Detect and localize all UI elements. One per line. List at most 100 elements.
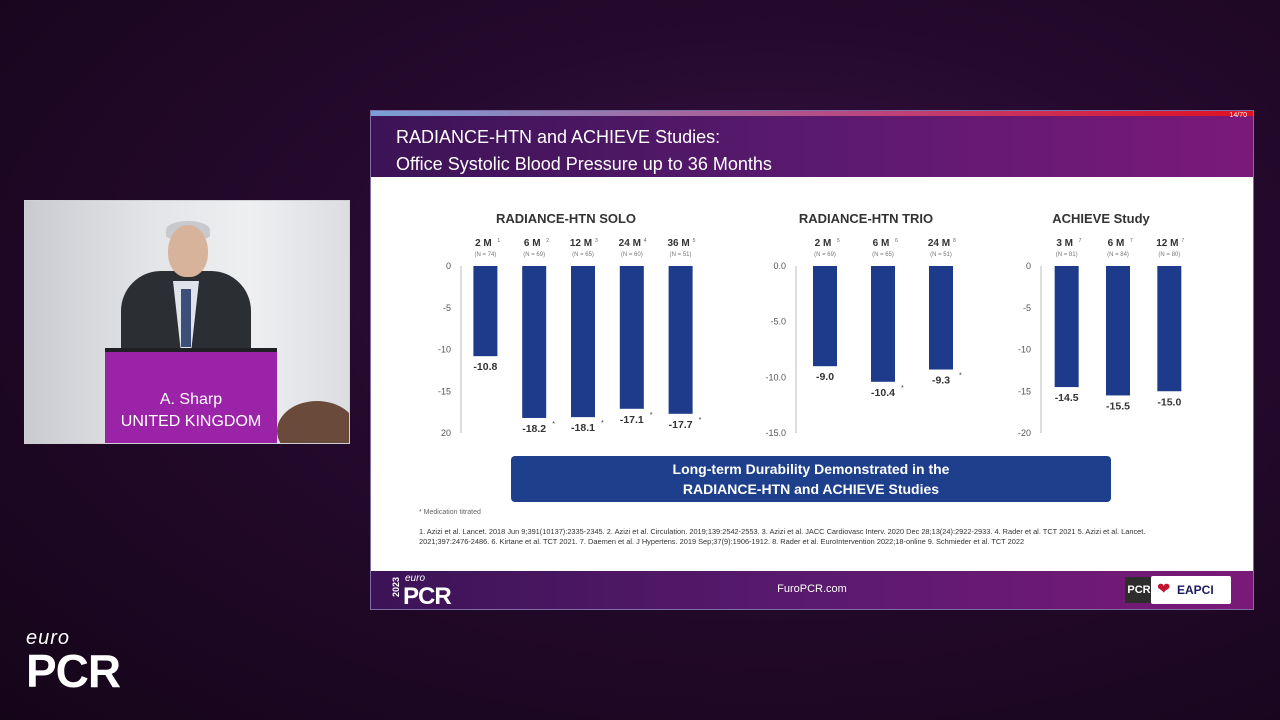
y-tick-label: -15 xyxy=(1018,386,1031,396)
n-label: (N = 60) xyxy=(621,252,643,258)
y-tick-label: 20 xyxy=(441,428,451,438)
category-label: 2 M xyxy=(475,238,492,249)
slide-header: RADIANCE-HTN and ACHIEVE Studies: Office… xyxy=(371,116,1253,177)
chart-radiance-solo: RADIANCE-HTN SOLO 0 -5 -10 -15 20 2 M 1 (N = 74… xyxy=(421,211,711,451)
footer-euro: euro xyxy=(405,573,426,584)
bar xyxy=(571,266,595,418)
n-label: (N = 69) xyxy=(523,252,545,258)
n-label: (N = 69) xyxy=(814,252,836,258)
category-label: 3 M xyxy=(1056,238,1073,249)
speaker-head xyxy=(168,225,208,277)
chart-svg: 0 -5 -10 -15 20 2 M 1 (N = 74) -10.8 6 M 2 (N = 69)… xyxy=(438,238,702,438)
y-tick-label: -5 xyxy=(1023,303,1031,313)
y-tick-label: 0.0 xyxy=(773,261,786,271)
category-label: 2 M xyxy=(815,238,832,249)
value-label: -10.8 xyxy=(473,361,497,373)
value-star: * xyxy=(901,385,904,392)
pcr-badge: PCR xyxy=(1125,577,1153,603)
slide-page-number: 14/70 xyxy=(1229,112,1247,119)
slide-progress-bar xyxy=(371,111,1253,116)
n-label: (N = 80) xyxy=(1158,252,1180,258)
category-label: 6 M xyxy=(524,238,541,249)
category-superscript: 6 xyxy=(895,238,898,244)
y-tick-label: -10.0 xyxy=(765,372,786,382)
chart-title: ACHIEVE Study xyxy=(1052,211,1150,226)
callout-line2: RADIANCE-HTN and ACHIEVE Studies xyxy=(682,481,940,497)
value-star: * xyxy=(650,412,653,419)
speaker-tie xyxy=(181,289,191,347)
category-label: 24 M xyxy=(928,238,950,249)
callout-box: Long-term Durability Demonstrated in the… xyxy=(511,456,1111,502)
y-tick-label: 0 xyxy=(446,261,451,271)
bar xyxy=(473,266,498,357)
audience-head xyxy=(277,401,349,443)
n-label: (N = 74) xyxy=(474,252,496,258)
bar xyxy=(813,266,837,367)
value-label: -9.0 xyxy=(816,371,834,383)
category-label: 6 M xyxy=(1108,238,1125,249)
bar xyxy=(522,266,547,418)
category-superscript: 7 xyxy=(1181,238,1184,244)
category-superscript: 8 xyxy=(953,238,956,244)
speaker-video: A. Sharp UNITED KINGDOM xyxy=(24,200,350,444)
value-label: -18.2 xyxy=(522,423,546,435)
value-star: * xyxy=(552,421,555,428)
value-label: -18.1 xyxy=(571,422,595,434)
value-label: -14.5 xyxy=(1055,392,1079,404)
presentation-slide: RADIANCE-HTN and ACHIEVE Studies: Office… xyxy=(370,110,1254,610)
n-label: (N = 84) xyxy=(1107,252,1129,258)
chart-title: RADIANCE-HTN TRIO xyxy=(798,211,934,226)
y-tick-label: -5.0 xyxy=(770,317,786,327)
value-star: * xyxy=(601,420,604,427)
bar xyxy=(1054,266,1079,388)
value-star: * xyxy=(699,417,702,424)
eapci-logo: ❤ EAPCI xyxy=(1151,576,1231,604)
value-label: -9.3 xyxy=(932,375,950,387)
y-tick-label: -5 xyxy=(443,303,451,313)
chart-svg: 0.0 -5.0 -10.0 -15.0 2 M 5 (N = 69) -9.0 6 M 6 (N … xyxy=(765,238,962,438)
y-tick-label: -15 xyxy=(438,386,451,396)
category-label: 12 M xyxy=(1156,238,1178,249)
podium xyxy=(105,348,277,443)
chart-title: RADIANCE-HTN SOLO xyxy=(495,211,637,226)
podium-label: A. Sharp UNITED KINGDOM xyxy=(105,389,277,433)
chart-svg: 0 -5 -10 -15 -20 3 M 7 (N = 81) -14.5 6 M 7 (N = 84… xyxy=(1018,238,1184,438)
footer-pcr: PCR xyxy=(403,583,452,610)
chart-radiance-trio: RADIANCE-HTN TRIO 0.0 -5.0 -10.0 -15.0 2 M 5 (… xyxy=(756,211,976,451)
category-superscript: 7 xyxy=(1130,238,1133,244)
logo-euro: euro xyxy=(26,627,71,649)
y-tick-label: -20 xyxy=(1018,428,1031,438)
bar xyxy=(668,266,693,414)
category-superscript: 1 xyxy=(497,238,500,244)
logo-pcr: PCR xyxy=(26,645,121,697)
category-label: 12 M xyxy=(570,238,592,249)
category-superscript: 5 xyxy=(837,238,840,244)
value-label: -15.0 xyxy=(1157,396,1181,408)
n-label: (N = 51) xyxy=(930,252,952,258)
references: 1. Azizi et al. Lancet. 2018 Jun 9;391(1… xyxy=(419,527,1146,546)
category-superscript: 4 xyxy=(644,238,647,244)
category-superscript: 3 xyxy=(595,238,598,244)
category-label: 36 M xyxy=(667,238,689,249)
speaker-country: UNITED KINGDOM xyxy=(120,413,262,430)
value-label: -10.4 xyxy=(871,387,895,399)
category-label: 24 M xyxy=(619,238,641,249)
category-superscript: 7 xyxy=(1079,238,1082,244)
value-label: -17.1 xyxy=(620,414,644,426)
bar xyxy=(871,266,895,382)
footer-url: FuroPCR.com xyxy=(777,583,847,595)
y-tick-label: -15.0 xyxy=(765,428,786,438)
bar xyxy=(619,266,644,409)
n-label: (N = 65) xyxy=(572,252,594,258)
n-label: (N = 51) xyxy=(670,252,692,258)
footnote: * Medication titrated xyxy=(419,509,481,516)
speaker-name: A. Sharp xyxy=(159,391,223,408)
category-superscript: 5 xyxy=(693,238,696,244)
slide-title: RADIANCE-HTN and ACHIEVE Studies: Office… xyxy=(396,124,772,178)
callout-line1: Long-term Durability Demonstrated in the xyxy=(672,461,950,477)
europcr-logo: euro PCR xyxy=(26,627,121,697)
y-tick-label: -10 xyxy=(1018,345,1031,355)
value-label: -15.5 xyxy=(1106,400,1130,412)
category-label: 6 M xyxy=(873,238,890,249)
slide-title-line1: RADIANCE-HTN and ACHIEVE Studies: xyxy=(396,127,721,147)
